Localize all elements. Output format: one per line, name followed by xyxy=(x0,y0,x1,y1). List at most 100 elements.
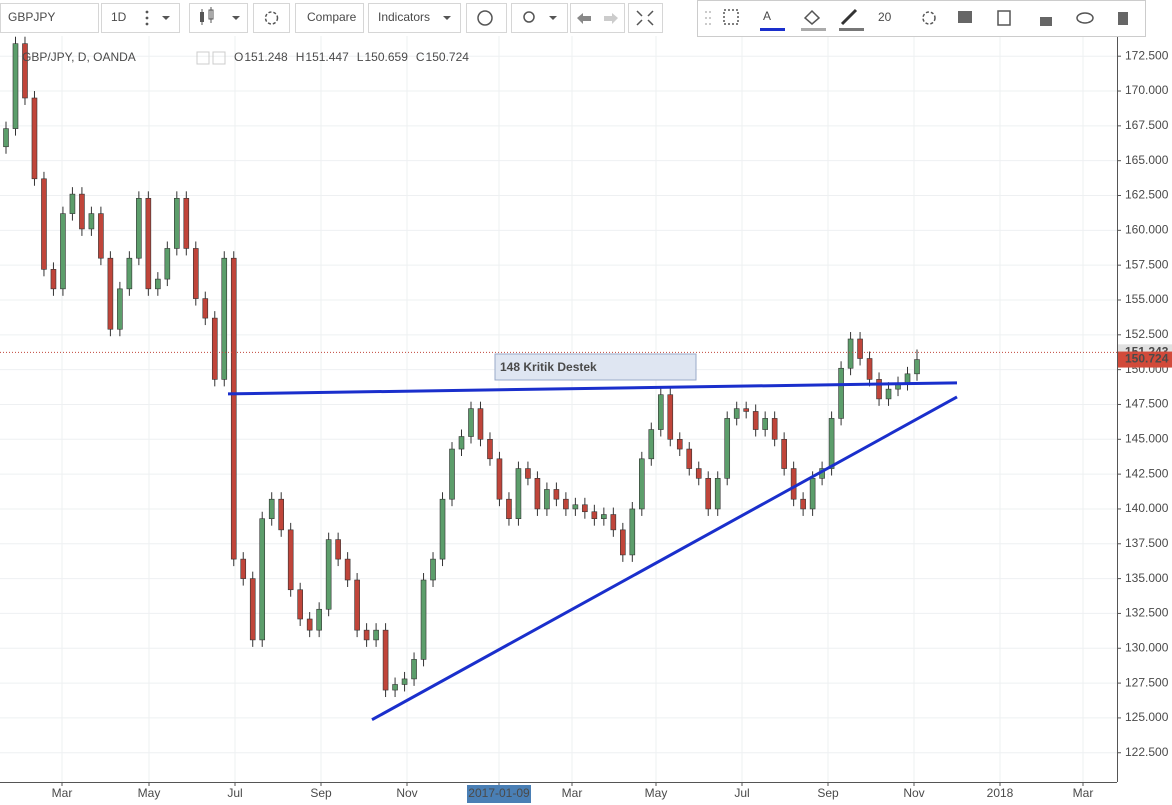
candle-body xyxy=(544,489,550,510)
candle-body xyxy=(809,478,816,510)
candle-body xyxy=(69,193,76,214)
ohlc-key: H xyxy=(296,50,305,64)
price-label-box xyxy=(1118,351,1172,368)
lock-icon[interactable] xyxy=(1040,17,1052,26)
kebab-icon xyxy=(145,10,149,26)
candle-body xyxy=(553,489,560,500)
candle-body xyxy=(287,529,294,591)
x-tick-label: Jul xyxy=(734,786,749,800)
candle-body xyxy=(12,43,19,129)
candle-body xyxy=(230,257,237,560)
drag-handle xyxy=(705,11,711,25)
candle-body xyxy=(126,257,133,290)
candle-body xyxy=(885,388,892,400)
candle-body xyxy=(458,436,465,450)
candle-body xyxy=(136,197,142,259)
candle-body xyxy=(781,438,787,469)
candle-body xyxy=(174,197,180,249)
settings-button[interactable] xyxy=(253,3,290,33)
candle-body xyxy=(866,358,873,380)
candle-body xyxy=(202,298,209,319)
candle-body xyxy=(211,317,218,380)
candle-body xyxy=(183,197,190,249)
candle-body xyxy=(743,408,749,412)
y-tick-label: 147.500 xyxy=(1125,397,1169,411)
candle-body xyxy=(373,629,379,641)
y-tick-label: 132.500 xyxy=(1125,606,1169,620)
layer-icon[interactable] xyxy=(958,11,972,23)
gear-icon xyxy=(264,11,279,25)
compare-label: Compare xyxy=(307,10,357,24)
candle-body xyxy=(354,579,360,631)
x-tick-label: Nov xyxy=(396,786,417,800)
candle-body xyxy=(155,278,161,290)
y-tick-label: 155.000 xyxy=(1125,292,1169,306)
line-width[interactable]: 20 xyxy=(878,10,892,24)
candle-body xyxy=(838,367,844,419)
candle-body xyxy=(601,514,607,520)
y-tick-label: 127.500 xyxy=(1125,675,1169,689)
candle-body xyxy=(629,508,636,556)
candle-body xyxy=(98,213,104,259)
y-tick-label: 165.000 xyxy=(1125,153,1169,167)
candle-body xyxy=(411,659,417,680)
candle-body xyxy=(610,514,617,531)
y-tick-label: 145.000 xyxy=(1125,431,1169,445)
legend-icon xyxy=(196,51,210,65)
ohlc-value: 150.659 xyxy=(364,50,408,64)
clone-icon[interactable] xyxy=(997,10,1011,26)
x-tick-label: Mar xyxy=(562,786,583,800)
candle-body xyxy=(800,498,806,510)
candle-body xyxy=(695,468,702,479)
y-tick-label: 152.500 xyxy=(1125,327,1169,341)
chart-style-button[interactable] xyxy=(189,3,248,33)
candle-body xyxy=(667,394,674,440)
ohlc-key: O xyxy=(234,50,243,64)
x-tick-label: May xyxy=(138,786,161,800)
candle-body xyxy=(420,579,427,660)
price-axis xyxy=(1117,36,1172,782)
y-tick-label: 122.500 xyxy=(1125,745,1169,759)
y-tick-label: 170.000 xyxy=(1125,83,1169,97)
settings-icon[interactable] xyxy=(922,11,936,25)
candle-body xyxy=(401,678,408,685)
x-tick-label: Mar xyxy=(1073,786,1094,800)
annotation-box xyxy=(494,353,697,381)
fullscreen-icon xyxy=(636,10,654,26)
dropdown-arrow xyxy=(549,16,557,20)
candle-icon xyxy=(200,7,214,25)
compare-button[interactable] xyxy=(295,3,364,33)
candle-body xyxy=(534,478,541,510)
interval: 1D xyxy=(111,10,127,24)
select-icon[interactable] xyxy=(723,9,739,25)
y-tick-label: 137.500 xyxy=(1125,536,1169,550)
candle-body xyxy=(847,338,854,369)
candle-body xyxy=(221,257,228,380)
ideas-button[interactable] xyxy=(511,3,568,33)
candle-body xyxy=(145,197,152,290)
candle-body xyxy=(60,213,66,290)
fill-icon[interactable] xyxy=(803,9,821,25)
candle-body xyxy=(686,448,693,469)
candle-body xyxy=(620,529,626,556)
candle-body xyxy=(31,97,38,180)
candle-body xyxy=(449,448,455,500)
candle-body xyxy=(335,539,341,560)
alert-button[interactable] xyxy=(466,3,507,33)
fullscreen-button[interactable] xyxy=(628,3,663,33)
candle-body xyxy=(876,379,882,400)
x-tick-label: Sep xyxy=(817,786,839,800)
candle-body xyxy=(392,684,398,691)
candle-body xyxy=(506,498,512,520)
candle-body xyxy=(22,43,28,99)
undo-icon xyxy=(577,13,591,24)
candle-body xyxy=(240,558,247,579)
visibility-icon[interactable] xyxy=(1076,12,1094,24)
delete-icon[interactable] xyxy=(1118,12,1128,25)
candle-body xyxy=(316,608,322,631)
candle-body xyxy=(477,408,484,440)
line-color-icon[interactable] xyxy=(840,8,858,26)
line-color-swatch xyxy=(839,28,864,31)
text-color-icon[interactable]: A xyxy=(763,9,771,23)
symbol-box[interactable] xyxy=(0,3,99,33)
